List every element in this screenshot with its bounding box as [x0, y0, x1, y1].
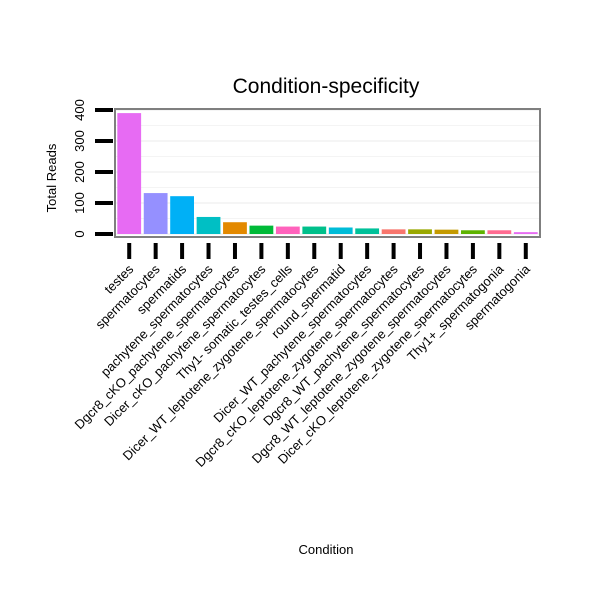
y-axis: 0 100 200 300 400 [72, 99, 113, 238]
y-tick-label: 400 [72, 99, 87, 121]
bar [434, 229, 459, 234]
bar [513, 232, 538, 234]
bar [461, 230, 485, 234]
bar [487, 230, 512, 234]
bar [355, 228, 380, 234]
chart-title: Condition-specificity [233, 75, 420, 98]
y-tick-label: 300 [72, 130, 87, 152]
x-axis-label: Condition [299, 542, 354, 557]
y-tick-label: 100 [72, 192, 87, 214]
y-tick-label: 0 [72, 230, 87, 237]
bar [196, 216, 221, 234]
bar [302, 226, 327, 234]
bar [249, 225, 274, 234]
bars [117, 113, 538, 234]
bar [223, 222, 247, 234]
plot-frame [114, 108, 541, 238]
bar [143, 193, 168, 234]
bar [381, 229, 406, 234]
bar [408, 229, 432, 234]
y-axis-label: Total Reads [44, 143, 59, 212]
bar [328, 227, 353, 234]
bar [170, 196, 194, 234]
bar [117, 113, 142, 234]
bar [275, 226, 300, 234]
y-tick-label: 200 [72, 161, 87, 183]
